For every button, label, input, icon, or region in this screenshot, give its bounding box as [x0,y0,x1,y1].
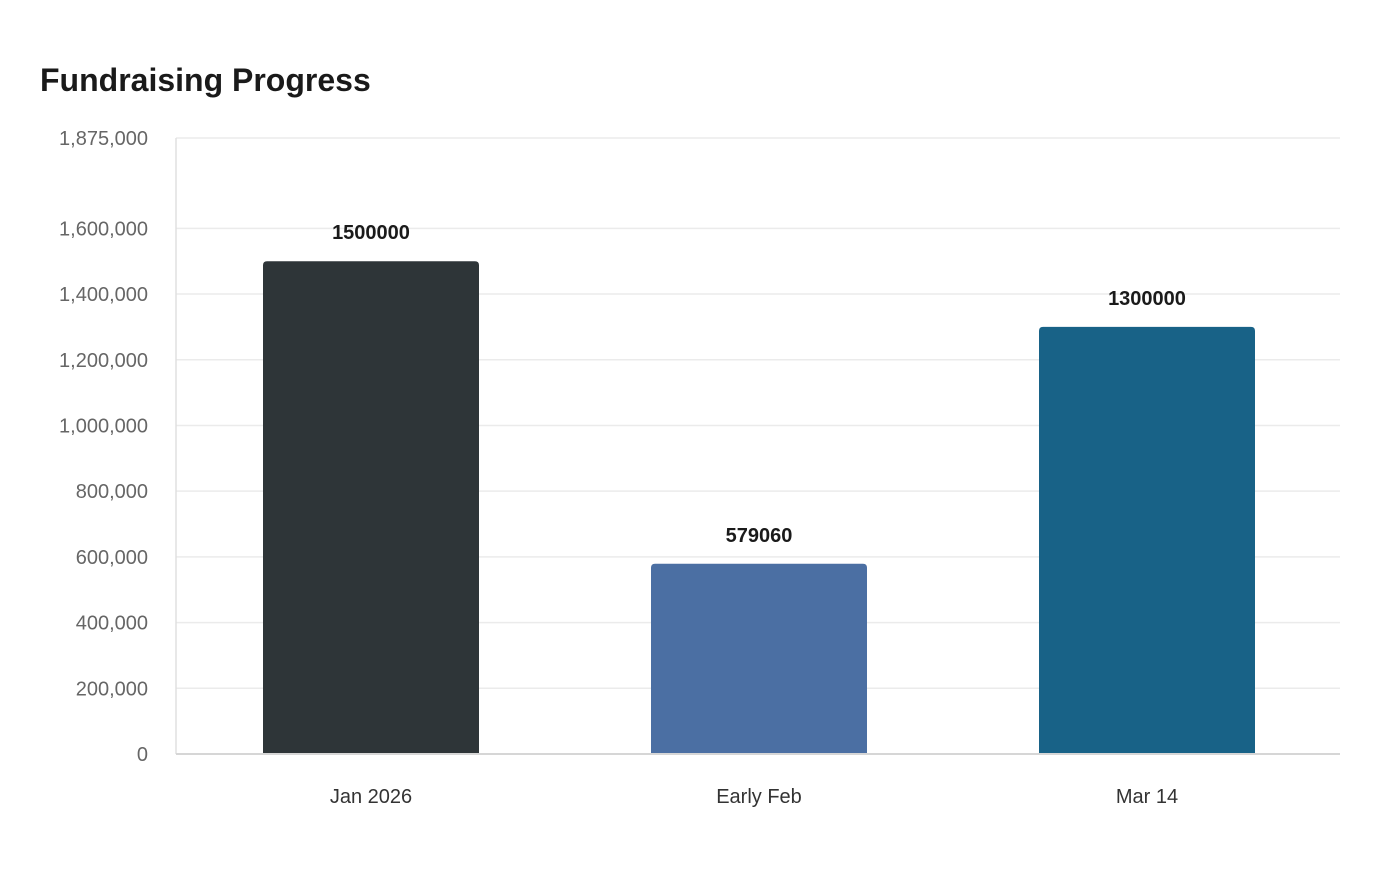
bar-3 [1039,326,1255,753]
axes [175,138,1340,755]
y-tick-label: 1,200,000 [59,350,148,372]
y-tick-label: 1,875,000 [59,128,148,150]
y-tick-label: 800,000 [76,481,148,503]
data-label: 579060 [726,525,793,547]
data-label: 1500000 [332,222,410,244]
bar-2 [651,563,867,753]
y-tick-label: 0 [137,744,148,766]
x-category-label: Early Feb [716,786,802,808]
data-labels: 1500000 579060 1300000 [332,222,1186,547]
y-tick-label: 1,000,000 [59,415,148,437]
x-category-label: Mar 14 [1116,786,1178,808]
x-axis-category-labels: Jan 2026 Early Feb Mar 14 [330,786,1178,808]
y-tick-label: 400,000 [76,613,148,635]
data-label: 1300000 [1108,288,1186,310]
y-tick-label: 1,600,000 [59,218,148,240]
y-tick-label: 600,000 [76,547,148,569]
bars [263,261,1255,753]
x-category-label: Jan 2026 [330,786,412,808]
y-tick-label: 1,400,000 [59,284,148,306]
y-tick-label: 200,000 [76,678,148,700]
y-axis-tick-labels: 0 200,000 400,000 600,000 800,000 1,000,000 1,… [59,128,148,766]
bar-1 [263,261,479,753]
chart-title: Fundraising Progress [40,62,371,98]
